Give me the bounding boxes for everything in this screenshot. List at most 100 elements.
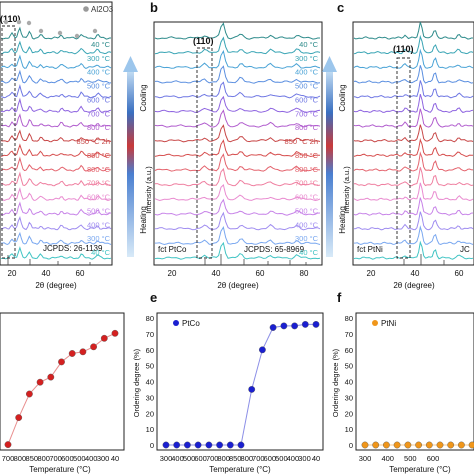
data-point: [425, 441, 433, 449]
x-ticks-d: 700 800 850 800 700 600 500 400 300 40: [2, 454, 119, 463]
peak-label-c: (110): [393, 44, 414, 54]
xrd-trace: [353, 240, 474, 260]
x-tick-label: 500: [73, 454, 86, 463]
xrd-trace: [0, 54, 112, 70]
ref-label-b: JCPDS: 65-8969: [244, 245, 305, 254]
temperature-label: 600 °C: [295, 193, 319, 202]
x-axis-label-c: 2θ (degree): [393, 281, 435, 290]
x-axis-label-a: 2θ (degree): [35, 281, 77, 290]
y-ticks-f: 0 10 20 30 40 50 60 70 80: [345, 314, 353, 450]
panel-letter-b: b: [150, 0, 158, 15]
data-point: [404, 441, 412, 449]
panel-e: e Ordering degree (%) 01020304050607080 …: [132, 290, 324, 474]
temperature-label: 40 °C: [91, 40, 110, 49]
x-tick-label: 500: [404, 454, 417, 463]
x-tick-a-2: 60: [76, 269, 85, 278]
x-tick-b-2: 60: [256, 269, 265, 278]
x-tick-label: 600: [264, 454, 277, 463]
x-tick-label: 40: [312, 454, 320, 463]
heating-cooling-arrow-1: Cooling Heating: [123, 56, 148, 257]
xrd-trace: [0, 26, 111, 40]
xrd-trace: [0, 69, 112, 84]
x-tick-label: 800: [241, 454, 254, 463]
y-tick-label: 60: [345, 346, 353, 355]
xrd-trace: [353, 182, 474, 202]
data-point: [301, 320, 309, 328]
temperature-label: 600 °C: [295, 96, 319, 105]
data-point: [100, 334, 108, 342]
y-tick-label: 40: [345, 378, 353, 387]
data-point: [393, 441, 401, 449]
x-axis-label-e: Temperature (°C): [209, 465, 271, 474]
cooling-label-2: Cooling: [338, 84, 347, 111]
series-line: [166, 323, 316, 446]
xrd-trace: [0, 40, 112, 55]
data-point: [382, 441, 390, 449]
x-tick-b-1: 40: [212, 269, 221, 278]
data-point: [372, 441, 380, 449]
y-tick-label: 80: [345, 314, 353, 323]
y-tick-label: 70: [146, 330, 154, 339]
data-point: [291, 322, 298, 330]
x-tick-b-0: 20: [168, 269, 177, 278]
y-axis-label-e: Ordering degree (%): [132, 348, 141, 417]
x-tick-label: 700: [49, 454, 62, 463]
y-tick-label: 80: [146, 314, 154, 323]
xrd-trace: [353, 225, 474, 246]
temperature-label: 40 °C: [299, 248, 318, 257]
x-tick-a-0: 20: [8, 269, 17, 278]
y-tick-label: 30: [146, 393, 154, 402]
phase-label-b: fct PtCo: [158, 245, 187, 254]
xrd-trace: [154, 49, 321, 69]
temperature-label: 600 °C: [87, 193, 111, 202]
data-point: [468, 441, 474, 449]
x-tick-label: 400: [287, 454, 300, 463]
xrd-trace: [0, 97, 112, 113]
panel-d: 700 800 850 800 700 600 500 400 300 40 Temperatur…: [0, 312, 125, 474]
x-tick-label: 700: [252, 454, 265, 463]
x-tick-label: 700: [2, 454, 15, 463]
data-point: [280, 322, 288, 330]
panel-c: c Intensity (a.u.) (110) fct PtNi JC 20 …: [337, 0, 474, 290]
temperature-label: 800 °C: [87, 123, 111, 132]
xrd-trace: [0, 186, 112, 202]
xrd-trace: [353, 151, 474, 172]
temperature-label: 300 °C: [87, 234, 111, 243]
temperature-label: 850 °C: [295, 151, 319, 160]
xrd-trace: [0, 143, 112, 158]
y-tick-label: 50: [146, 362, 154, 371]
x-tick-c-0: 20: [367, 269, 376, 278]
x-tick-label: 500: [183, 454, 196, 463]
panel-letter-c: c: [337, 0, 344, 15]
data-point: [90, 343, 98, 351]
xrd-trace: [0, 201, 112, 216]
xrd-trace: [353, 137, 474, 158]
x-tick-label: 850: [229, 454, 242, 463]
x-tick-label: 300: [97, 454, 110, 463]
xrd-trace: [154, 124, 321, 143]
x-axis-label-b: 2θ (degree): [217, 281, 259, 290]
xrd-trace: [154, 184, 321, 202]
panel-a: (110) Al2O3 JCPDS: 26-1139 20 40 60 2θ (…: [0, 1, 114, 290]
xrd-trace: [0, 171, 112, 187]
xrd-trace: [154, 22, 320, 40]
data-point: [47, 373, 55, 381]
xrd-trace: [353, 48, 474, 70]
data-point: [111, 329, 119, 337]
y-axis-label-c: Intensity (a.u.): [342, 166, 351, 214]
heating-cooling-arrow-2: Cooling Heating: [322, 56, 347, 257]
xrd-trace: [154, 139, 321, 158]
y-axis-label-b: Intensity (a.u.): [144, 166, 153, 214]
x-tick-label: 300: [298, 454, 311, 463]
data-point: [457, 441, 465, 449]
data-point: [361, 441, 369, 449]
xrd-trace: [353, 211, 474, 231]
data-point: [194, 441, 202, 449]
data-point: [248, 385, 256, 393]
xrd-trace: [353, 65, 474, 84]
legend-label-ptni: PtNi: [381, 319, 396, 328]
x-tick-label: 800: [37, 454, 50, 463]
y-tick-label: 0: [150, 441, 154, 450]
temperature-label: 500 °C: [295, 206, 319, 215]
